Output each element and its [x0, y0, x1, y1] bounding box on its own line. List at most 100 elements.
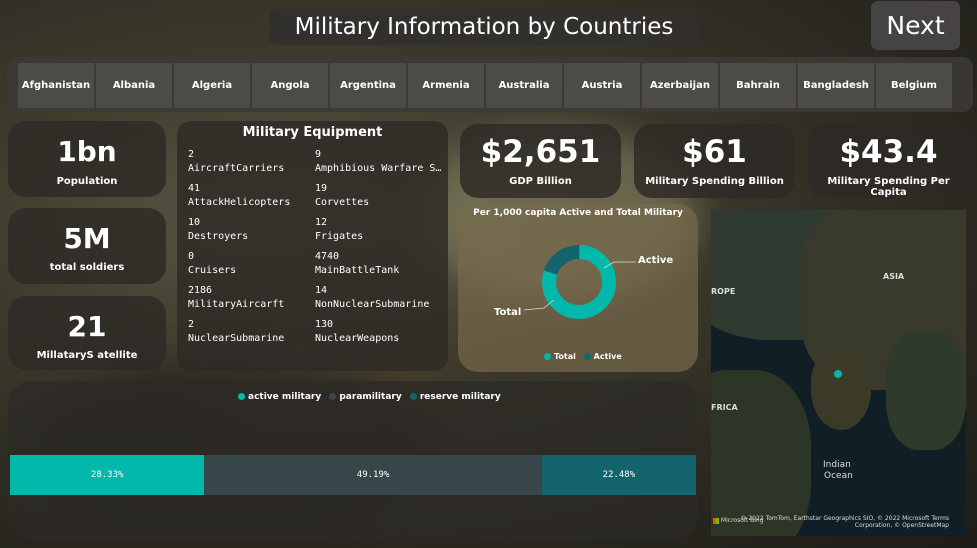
satellite-value: 21: [67, 310, 107, 343]
map-marker[interactable]: [834, 370, 842, 378]
equipment-item: 130 NuclearWeapons: [315, 318, 443, 346]
next-button-label: Next: [886, 11, 945, 40]
equipment-item: 19 Corvettes: [315, 182, 443, 210]
bar-data-label: 22.48%: [602, 470, 636, 480]
legend-reserve-military: reserve military: [419, 392, 501, 402]
spending-value: $61: [682, 134, 747, 170]
country-button[interactable]: Austria: [564, 63, 640, 108]
bar-legend: active military paramilitary reserve mil…: [238, 392, 501, 402]
equipment-item: 0 Cruisers: [188, 250, 306, 278]
equipment-count: 14: [315, 285, 328, 296]
equipment-name: NuclearSubmarine: [188, 333, 285, 344]
map-land-seasia: [886, 330, 966, 450]
country-button[interactable]: Belgium: [876, 63, 952, 108]
map-land-africa: [711, 370, 811, 536]
microsoft-logo-icon: [713, 517, 719, 524]
page-title-text: Military Information by Countries: [294, 14, 674, 40]
equipment-item: 14 NonNuclearSubmarine: [315, 284, 443, 312]
equipment-name: AircraftCarriers: [188, 163, 285, 174]
population-card: 1bn Population: [8, 121, 166, 197]
equipment-name: NuclearWeapons: [315, 333, 400, 344]
satellite-card: 21 MillataryS atellite: [8, 296, 166, 370]
legend-reserve-military-dot: [409, 393, 417, 400]
equipment-name: Frigates: [315, 231, 364, 242]
population-value: 1bn: [57, 135, 117, 168]
equipment-name: MilitaryAircarft: [188, 299, 285, 310]
country-slicer-items: Afghanistan Albania Algeria Angola Argentina…: [18, 63, 952, 108]
equipment-item: 10 Destroyers: [188, 216, 306, 244]
per-capita-value: $43.4: [839, 134, 938, 170]
donut-label-active: Active: [638, 255, 674, 266]
satellite-label: MillataryS atellite: [36, 350, 138, 361]
legend-paramilitary: paramilitary: [339, 392, 402, 402]
country-button[interactable]: Albania: [96, 63, 172, 108]
equipment-name: Corvettes: [315, 197, 370, 208]
equipment-count: 9: [315, 149, 322, 160]
equipment-item: 12 Frigates: [315, 216, 443, 244]
country-button[interactable]: Bahrain: [720, 63, 796, 108]
donut-leader-total: [523, 299, 555, 311]
bar-data-label: 28.33%: [90, 470, 124, 480]
donut-legend-active: Active: [593, 352, 622, 361]
donut-slice-active[interactable]: [542, 245, 616, 319]
page-title: Military Information by Countries: [269, 9, 699, 45]
equipment-name: AttackHelicopters: [188, 197, 291, 208]
equipment-count: 19: [315, 183, 328, 194]
donut-title: Per 1,000 capita Active and Total Milita…: [473, 208, 683, 218]
country-button[interactable]: Bangladesh: [798, 63, 874, 108]
donut-label-total: Total: [494, 307, 522, 318]
per-capita-label: Military Spending Per Capita: [827, 176, 950, 198]
equipment-count: 41: [188, 183, 201, 194]
legend-paramilitary-dot: [329, 393, 337, 400]
donut-legend-total: Total: [554, 352, 576, 361]
gdp-value: $2,651: [480, 134, 601, 170]
bing-logo: Microsoft Bing: [713, 517, 764, 524]
next-button[interactable]: Next: [871, 1, 960, 50]
country-button[interactable]: Argentina: [330, 63, 406, 108]
country-button[interactable]: Angola: [252, 63, 328, 108]
equipment-item: 2 NuclearSubmarine: [188, 318, 306, 346]
population-label: Population: [56, 176, 118, 187]
equipment-name: NonNuclearSubmarine: [315, 299, 430, 310]
equipment-title: Military Equipment: [242, 125, 383, 140]
equipment-count: 0: [188, 251, 195, 262]
bar-segment[interactable]: 28.33%: [10, 455, 205, 495]
per-capita-card: $43.4 Military Spending Per Capita: [808, 124, 969, 198]
equipment-item: 41 AttackHelicopters: [188, 182, 306, 210]
equipment-item: 2 AircraftCarriers: [188, 148, 306, 176]
bing-label: Microsoft Bing: [720, 517, 764, 524]
legend-total-dot: [544, 353, 551, 360]
country-button[interactable]: Azerbaijan: [642, 63, 718, 108]
equipment-count: 2: [188, 149, 195, 160]
equipment-item: 2186 MilitaryAircarft: [188, 284, 306, 312]
donut-chart: [523, 245, 636, 319]
map-label-ocean-2: Ocean: [824, 471, 853, 481]
country-button[interactable]: Algeria: [174, 63, 250, 108]
map-label-ocean-1: Indian: [823, 460, 851, 470]
map-label-europe: ROPE: [711, 287, 736, 296]
country-button[interactable]: Armenia: [408, 63, 484, 108]
spending-label: Military Spending Billion: [645, 176, 784, 187]
bar-segment[interactable]: 49.19%: [204, 455, 542, 495]
soldiers-card: 5M total soldiers: [8, 208, 166, 284]
donut-slice-total[interactable]: [542, 245, 616, 319]
bar-data-label: 49.19%: [356, 470, 390, 480]
equipment-name: Destroyers: [188, 231, 249, 242]
map-visual[interactable]: ASIA ROPE FRICA Indian Ocean Microsoft B…: [711, 210, 966, 536]
equipment-card: Military Equipment 2 AircraftCarriers 41 At…: [177, 121, 448, 371]
legend-active-military: active military: [248, 392, 322, 402]
soldiers-label: total soldiers: [49, 262, 125, 273]
equipment-count: 12: [315, 217, 328, 228]
legend-active-dot: [583, 353, 591, 360]
bar-segment[interactable]: 22.48%: [541, 455, 696, 495]
equipment-name: MainBattleTank: [315, 265, 400, 276]
equipment-count: 4740: [315, 251, 340, 262]
country-button[interactable]: Afghanistan: [18, 63, 94, 108]
donut-legend: Total Active: [544, 352, 622, 361]
country-button[interactable]: Australia: [486, 63, 562, 108]
equipment-count: 2186: [188, 285, 213, 296]
donut-leader-active: [603, 261, 636, 269]
equipment-name: Amphibious Warfare Sh...: [315, 163, 443, 174]
map-land-india: [811, 350, 871, 430]
gdp-label: GDP Billion: [509, 176, 572, 187]
